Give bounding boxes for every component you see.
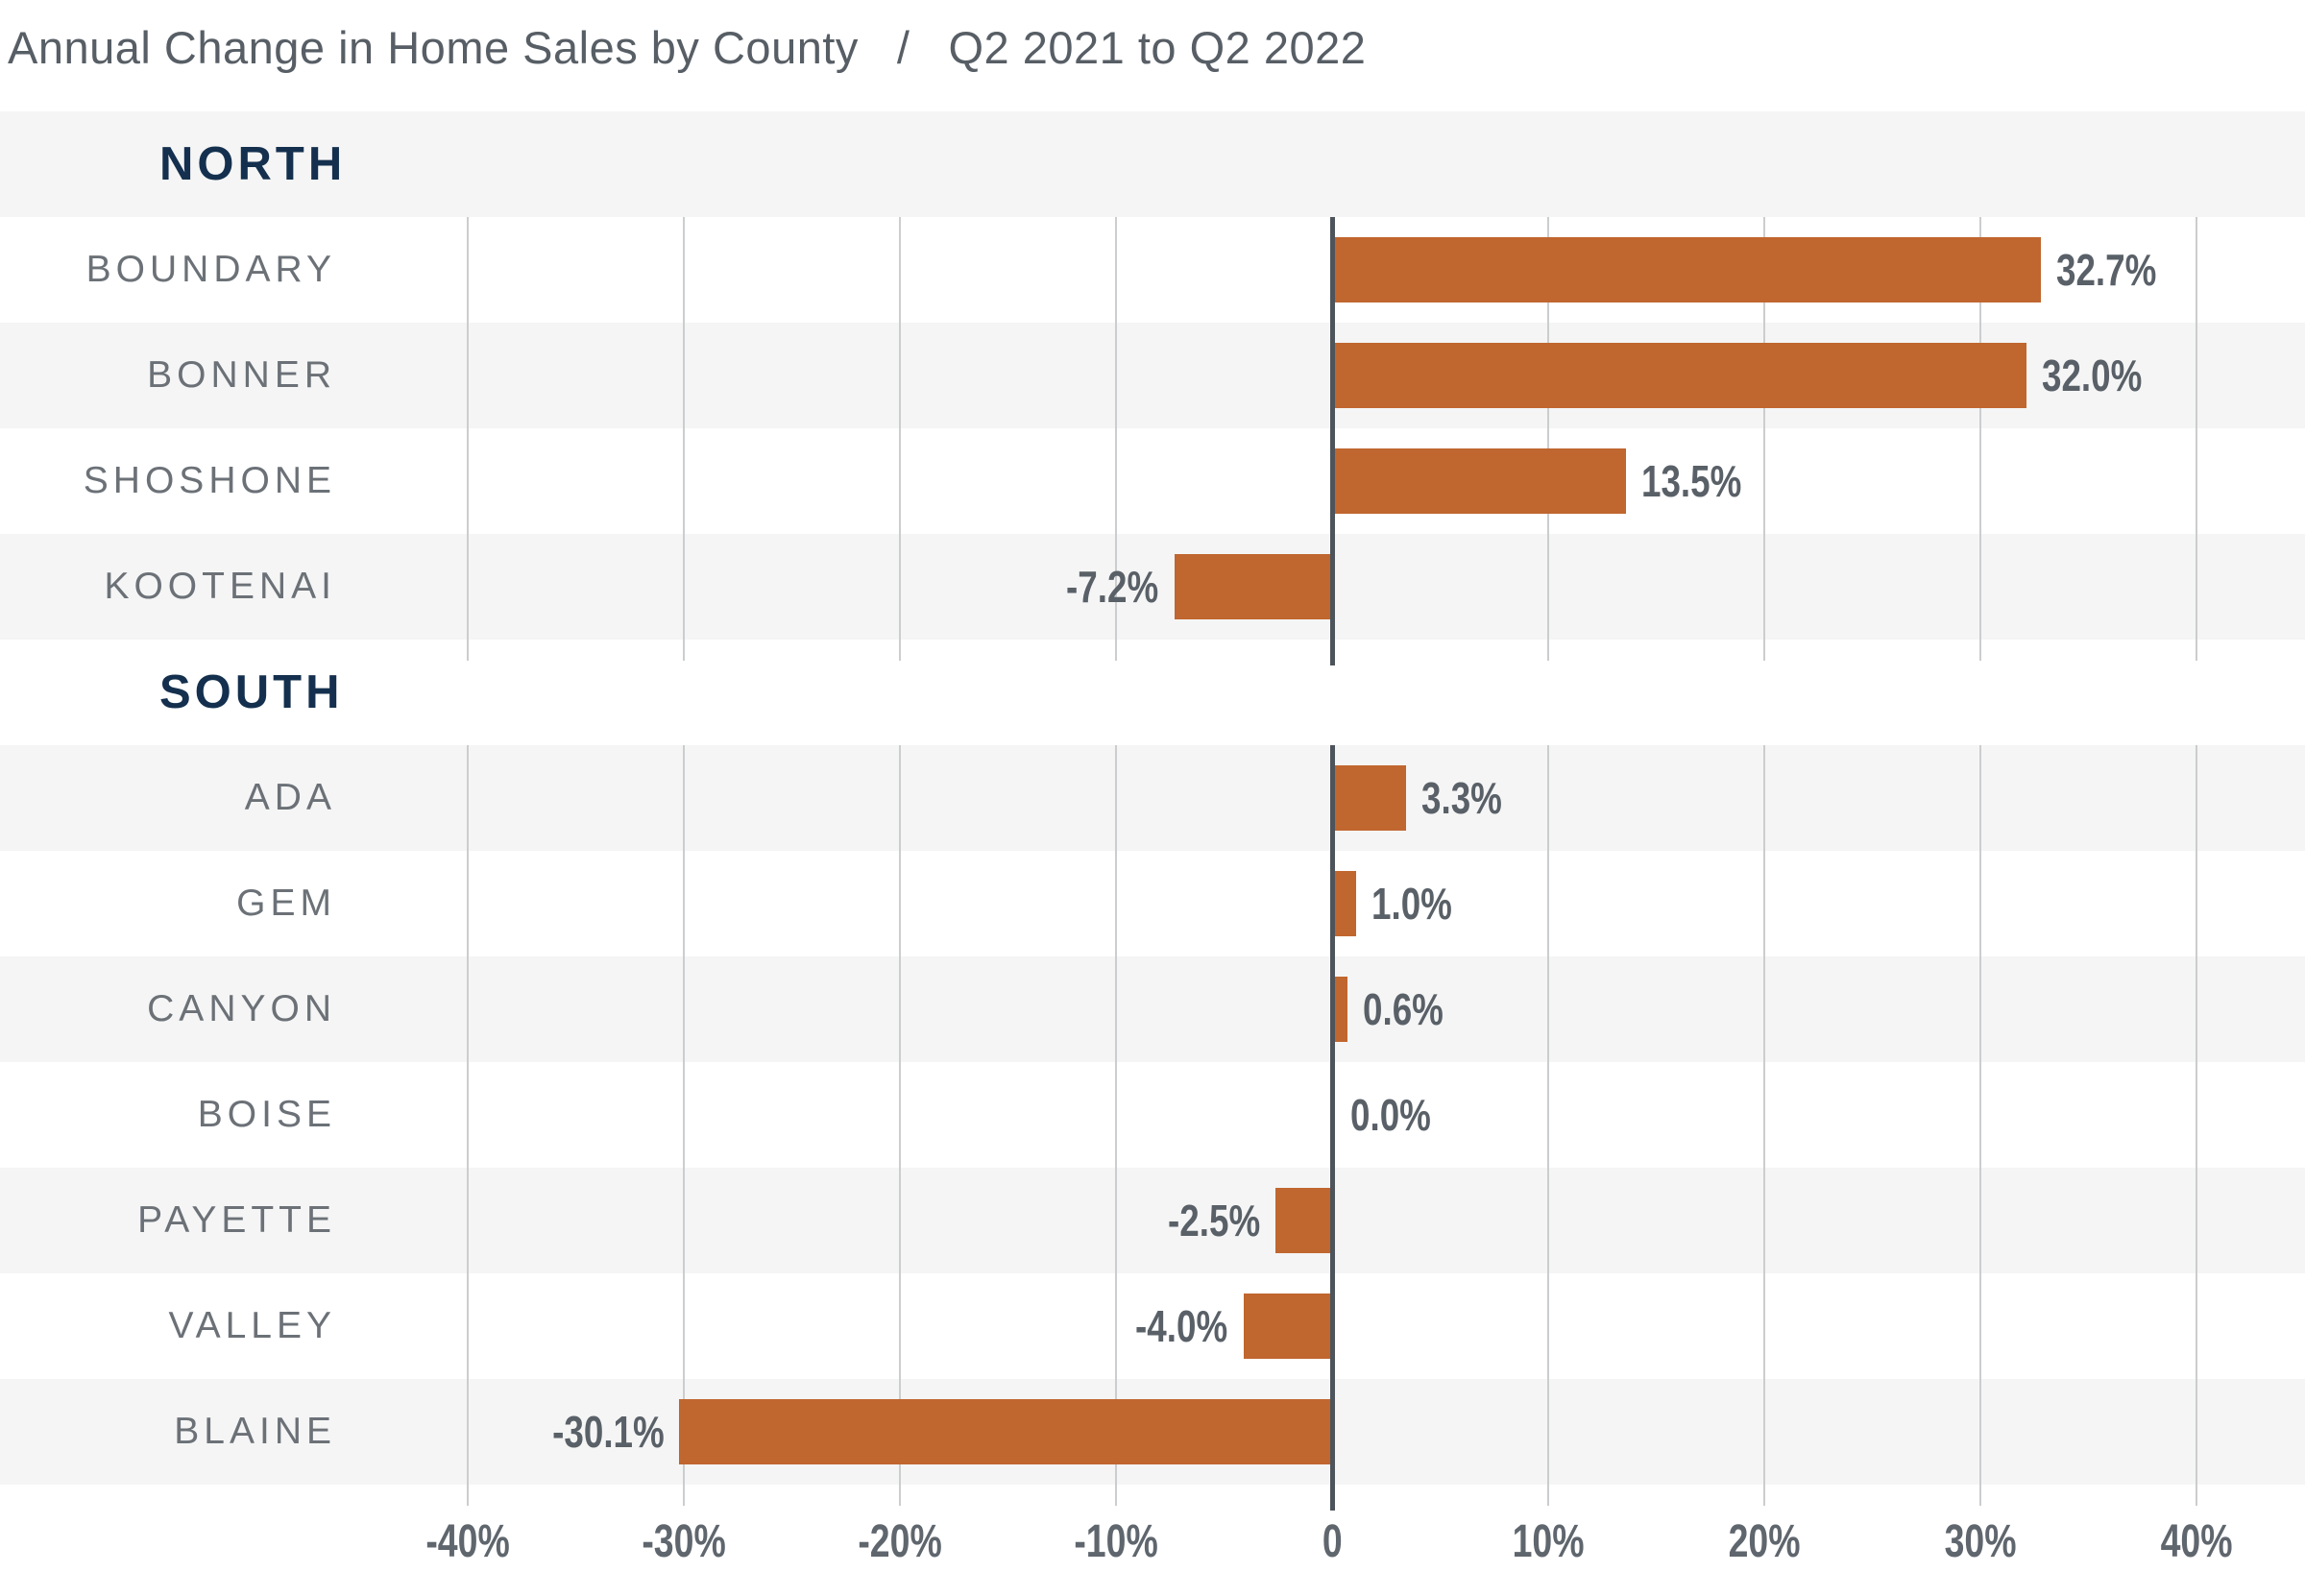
bar — [1334, 237, 2042, 302]
x-axis-tick-label: -20% — [794, 1515, 1006, 1568]
x-axis-tick-label: 0 — [1226, 1515, 1438, 1568]
bar — [1334, 765, 1406, 831]
gridline — [467, 217, 469, 661]
x-axis-tick-text: -10% — [1074, 1516, 1158, 1567]
x-axis-tick-text: -30% — [642, 1516, 726, 1567]
bar — [1243, 1294, 1330, 1359]
gridline — [1763, 217, 1765, 661]
x-axis-tick-text: 40% — [2160, 1516, 2233, 1567]
bar — [1174, 554, 1330, 619]
x-axis-tick-label: 40% — [2091, 1515, 2302, 1568]
chart-title-period: Q2 2021 to Q2 2022 — [948, 22, 1367, 73]
x-axis-tick-text: 10% — [1512, 1516, 1585, 1567]
row-band — [0, 745, 2305, 851]
gridline — [2196, 217, 2197, 661]
gridline — [1763, 745, 1765, 1506]
bar-value-text: -4.0% — [1135, 1301, 1228, 1351]
county-label: ADA — [244, 777, 336, 818]
bar-value-text: -7.2% — [1066, 562, 1159, 612]
gridline — [1547, 217, 1549, 661]
bar — [1334, 448, 1627, 514]
bar-value-label: 13.5% — [1641, 428, 1766, 534]
gridline — [683, 217, 685, 661]
row-band — [0, 640, 2305, 745]
bar-value-text: 0.6% — [1363, 984, 1444, 1034]
bar-value-text: -30.1% — [551, 1407, 665, 1457]
x-axis-tick-text: 20% — [1728, 1516, 1801, 1567]
gridline — [683, 745, 685, 1506]
group-header-label: SOUTH — [159, 666, 344, 718]
row-band — [0, 111, 2305, 217]
bar — [1334, 871, 1356, 936]
x-axis-tick-label: -10% — [1010, 1515, 1222, 1568]
bar-value-label: 3.3% — [1421, 745, 1522, 851]
bar — [679, 1399, 1330, 1464]
bar-value-text: 32.7% — [2056, 245, 2157, 295]
gridline — [1979, 745, 1981, 1506]
zero-axis-line — [1330, 217, 1335, 665]
x-axis-tick-text: -40% — [425, 1516, 510, 1567]
gridline — [1979, 217, 1981, 661]
x-axis-tick-label: 10% — [1443, 1515, 1654, 1568]
row-band — [0, 956, 2305, 1062]
bar-value-label: 32.0% — [2042, 323, 2167, 428]
county-label: CANYON — [147, 988, 336, 1029]
county-label: BOISE — [197, 1094, 336, 1135]
gridline — [2196, 745, 2197, 1506]
x-axis-tick-label: 20% — [1659, 1515, 1870, 1568]
gridline — [899, 745, 901, 1506]
bar-value-text: 3.3% — [1420, 773, 1502, 823]
row-band — [0, 1168, 2305, 1273]
bar-value-label: 32.7% — [2056, 217, 2181, 323]
bar-value-label: 1.0% — [1371, 851, 1472, 956]
gridline — [1115, 745, 1117, 1506]
bar-value-text: 1.0% — [1371, 879, 1452, 929]
bar-value-label: -7.2% — [1043, 534, 1158, 640]
chart-title-main: Annual Change in Home Sales by County — [8, 22, 859, 73]
bar-value-text: 13.5% — [1641, 456, 1742, 506]
x-axis-tick-label: 30% — [1875, 1515, 2086, 1568]
chart-title: Annual Change in Home Sales by County / … — [8, 21, 1366, 74]
county-label: PAYETTE — [137, 1199, 336, 1241]
row-band — [0, 428, 2305, 534]
bar — [1334, 977, 1347, 1042]
row-band — [0, 851, 2305, 956]
county-label: KOOTENAI — [104, 566, 336, 607]
bar-value-label: 0.0% — [1350, 1062, 1451, 1168]
x-axis-tick-label: -30% — [578, 1515, 789, 1568]
group-header-label: NORTH — [159, 138, 347, 190]
county-label: BONNER — [147, 354, 336, 396]
zero-axis-line — [1330, 745, 1335, 1511]
gridline — [1115, 217, 1117, 661]
bar-value-label: -2.5% — [1145, 1168, 1260, 1273]
bar-value-label: 0.6% — [1363, 956, 1464, 1062]
x-axis-tick-text: 0 — [1322, 1516, 1343, 1567]
bar-value-label: -30.1% — [524, 1379, 665, 1485]
bar-value-text: 0.0% — [1349, 1090, 1431, 1140]
x-axis-tick-text: 30% — [1944, 1516, 2017, 1567]
row-band — [0, 534, 2305, 640]
bar-value-label: -4.0% — [1112, 1273, 1227, 1379]
county-label: VALLEY — [168, 1305, 336, 1346]
gridline — [899, 217, 901, 661]
county-label: GEM — [236, 883, 336, 924]
gridline — [467, 745, 469, 1506]
chart-title-separator: / — [896, 22, 910, 73]
bar-value-text: 32.0% — [2041, 351, 2142, 400]
row-band — [0, 1062, 2305, 1168]
x-axis-tick-text: -20% — [858, 1516, 942, 1567]
bar — [1275, 1188, 1330, 1253]
county-label: BOUNDARY — [85, 249, 336, 290]
county-label: BLAINE — [174, 1411, 336, 1452]
bar-value-text: -2.5% — [1168, 1196, 1261, 1245]
bar — [1334, 343, 2026, 408]
x-axis-tick-label: -40% — [362, 1515, 573, 1568]
county-label: SHOSHONE — [83, 460, 336, 501]
gridline — [1547, 745, 1549, 1506]
